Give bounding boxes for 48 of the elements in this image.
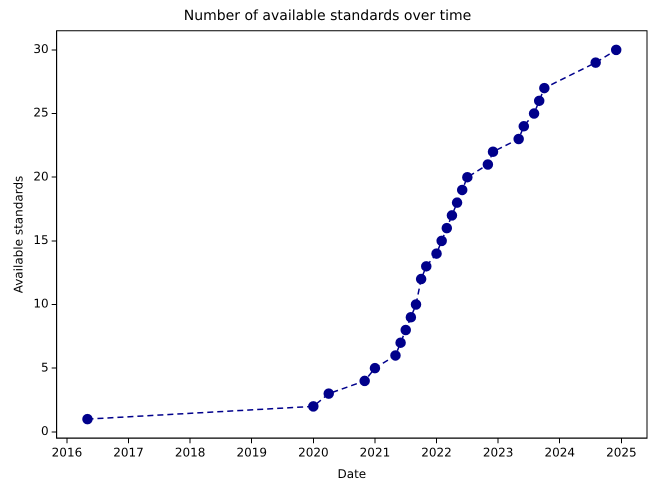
- point: [400, 324, 411, 336]
- point: [534, 96, 544, 106]
- x-tick-label: 2020: [298, 446, 329, 460]
- point: [513, 134, 524, 144]
- y-tick-label: 5: [41, 360, 49, 374]
- point: [323, 388, 334, 399]
- point: [528, 108, 540, 119]
- point: [482, 159, 494, 170]
- y-tick-label: 20: [33, 169, 49, 184]
- x-tick-label: 2021: [360, 446, 390, 460]
- point: [539, 82, 550, 94]
- y-tick-label: 10: [33, 296, 49, 311]
- x-axis-title: Date: [337, 466, 366, 481]
- point: [370, 362, 380, 374]
- point: [610, 44, 622, 56]
- x-tick-label: 2025: [606, 446, 637, 460]
- x-tick-label: 2022: [421, 446, 452, 460]
- point: [488, 146, 498, 157]
- point: [421, 261, 432, 272]
- point: [390, 350, 401, 361]
- x-tick-label: 2019: [236, 446, 268, 460]
- point: [456, 184, 468, 196]
- point: [590, 57, 601, 68]
- point: [446, 210, 458, 221]
- point: [406, 312, 416, 323]
- point: [410, 299, 422, 310]
- point: [462, 172, 473, 182]
- x-tick-label: 2018: [174, 446, 206, 460]
- point: [308, 401, 319, 412]
- point: [431, 248, 442, 259]
- x-tick-label: 2016: [52, 446, 82, 460]
- point: [395, 337, 406, 348]
- point: [436, 236, 447, 246]
- x-tick-label: 2024: [544, 446, 576, 460]
- y-tick-label: 25: [33, 106, 49, 120]
- x-tick-label: 2017: [113, 446, 144, 460]
- point: [452, 197, 462, 208]
- point: [359, 376, 370, 386]
- y-tick-label: 0: [41, 424, 49, 438]
- chart-title: Number of available standards over time: [184, 8, 472, 24]
- y-tick-label: 30: [33, 42, 49, 56]
- y-axis-title: Available standards: [11, 176, 26, 294]
- y-tick-label: 15: [33, 232, 49, 247]
- point: [518, 121, 530, 132]
- x-tick-label: 2023: [482, 446, 514, 460]
- point: [82, 414, 93, 424]
- point: [442, 222, 452, 234]
- point: [416, 274, 426, 284]
